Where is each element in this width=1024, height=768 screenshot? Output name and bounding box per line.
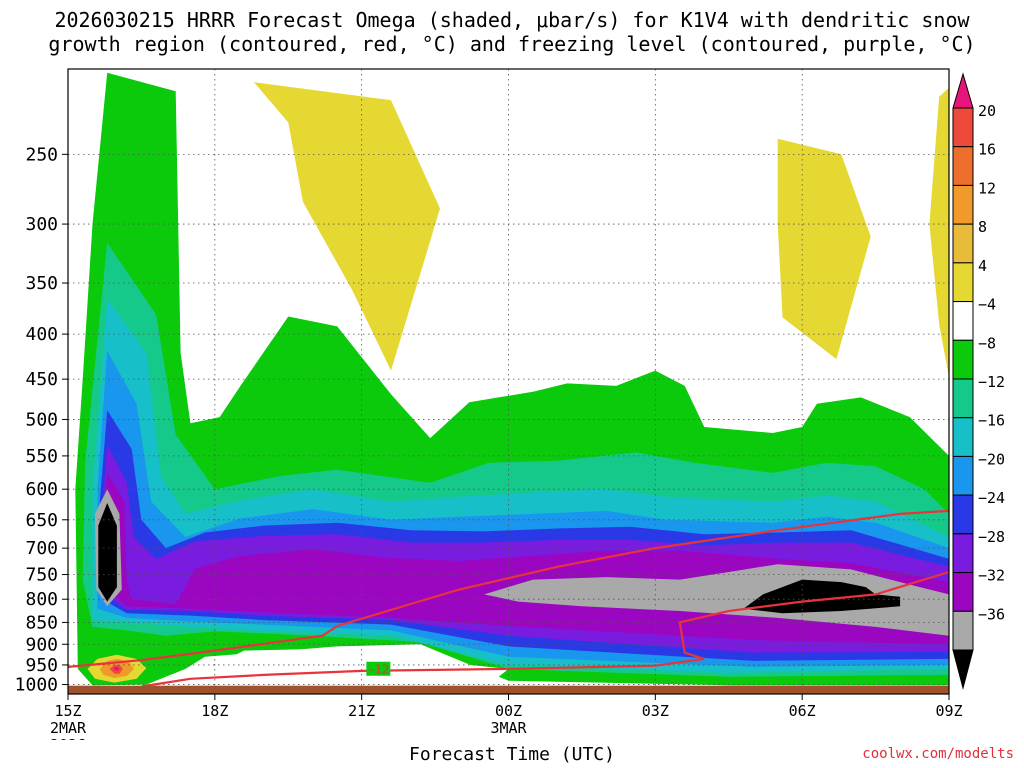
x-tick-label-3-0: 00Z <box>495 702 522 720</box>
colorbar-label-2: 12 <box>978 179 996 197</box>
grid-lines <box>67 69 950 694</box>
y-tick-label-800: 800 <box>25 589 58 610</box>
x-tick-label-2-0: 21Z <box>348 702 375 720</box>
colorbar-label-13: −36 <box>978 605 1005 623</box>
x-tick-label-0-0: 15Z <box>54 702 81 720</box>
contour-label: -12 <box>368 663 390 677</box>
x-tick-label-3-1: 3MAR <box>490 719 527 737</box>
omega-region-19 <box>113 666 120 672</box>
dgz-contour-1 <box>141 570 949 688</box>
site-credit[interactable]: coolwx.com/modelts <box>862 746 1014 762</box>
colorbar-label-1: 16 <box>978 141 996 159</box>
chart-title-line-1: 2026030215 HRRR Forecast Omega (shaded, … <box>54 8 970 32</box>
colorbar-legend: 20 16 12 8 4 −4 −8 −12 −16 −20 −24 −28 −32 −36 <box>952 72 1005 690</box>
colorbar-box-7 <box>952 378 974 419</box>
x-tick-label-5-0: 06Z <box>789 702 816 720</box>
colorbar-label-11: −28 <box>978 528 1005 546</box>
y-axis: 2503003504004505005506006507007508008509… <box>15 144 68 696</box>
x-tick-label-0-1: 2MAR <box>50 719 87 737</box>
colorbar-label-5: −4 <box>978 296 996 314</box>
colorbar-label-3: 8 <box>978 218 987 236</box>
colorbar-box-3 <box>952 223 974 264</box>
y-tick-label-750: 750 <box>25 565 58 586</box>
x-tick-label-6-0: 09Z <box>935 702 962 720</box>
colorbar-box-4 <box>952 262 974 303</box>
y-tick-label-350: 350 <box>25 273 58 294</box>
y-tick-label-650: 650 <box>25 510 58 531</box>
y-tick-label-700: 700 <box>25 538 58 559</box>
omega-shading <box>75 72 949 686</box>
omega-region-14 <box>214 648 382 669</box>
omega-region-12 <box>98 503 117 602</box>
temperature-contours: -12 <box>68 509 949 688</box>
colorbar-box-2 <box>952 184 974 225</box>
colorbar-label-9: −20 <box>978 450 1005 468</box>
colorbar-box-9 <box>952 455 974 496</box>
y-tick-label-500: 500 <box>25 409 58 430</box>
dgz-contour-0 <box>68 509 949 668</box>
contour-label-bg <box>366 661 391 676</box>
y-tick-label-850: 850 <box>25 612 58 633</box>
y-tick-label-550: 550 <box>25 446 58 467</box>
colorbar-label-4: 4 <box>978 257 987 275</box>
colorbar-bottom-arrow <box>952 649 974 690</box>
y-tick-label-300: 300 <box>25 214 58 235</box>
y-tick-label-600: 600 <box>25 479 58 500</box>
y-tick-label-1000: 1000 <box>15 675 58 696</box>
colorbar-box-6 <box>952 339 974 380</box>
x-tick-label-1-0: 18Z <box>201 702 228 720</box>
colorbar-label-6: −8 <box>978 334 996 352</box>
colorbar-label-12: −32 <box>978 567 1005 585</box>
y-tick-label-450: 450 <box>25 369 58 390</box>
colorbar-box-13 <box>952 610 974 651</box>
x-axis-title: Forecast Time (UTC) <box>409 744 615 765</box>
colorbar-top-arrow <box>952 72 974 109</box>
omega-region-1 <box>777 138 871 360</box>
colorbar-label-7: −12 <box>978 373 1005 391</box>
y-tick-label-900: 900 <box>25 634 58 655</box>
colorbar-box-5 <box>952 301 974 341</box>
colorbar-label-0: 20 <box>978 102 996 120</box>
omega-time-height-chart: -12 250300350400450500550600650700750800… <box>15 68 1005 740</box>
chart-title-line-2: growth region (contoured, red, °C) and f… <box>48 32 976 56</box>
y-tick-label-400: 400 <box>25 324 58 345</box>
colorbar-box-8 <box>952 417 974 457</box>
colorbar-box-11 <box>952 533 974 574</box>
colorbar-box-1 <box>952 146 974 186</box>
x-tick-label-4-0: 03Z <box>642 702 669 720</box>
colorbar-box-12 <box>952 572 974 612</box>
ground-surface <box>68 685 949 694</box>
colorbar-box-0 <box>952 107 974 148</box>
y-tick-label-950: 950 <box>25 655 58 676</box>
colorbar-label-10: −24 <box>978 489 1005 507</box>
omega-region-2 <box>929 87 949 378</box>
y-tick-label-250: 250 <box>25 144 58 165</box>
colorbar-label-8: −16 <box>978 412 1005 430</box>
x-tick-label-0-2: 2026 <box>50 736 86 740</box>
colorbar-box-10 <box>952 494 974 535</box>
